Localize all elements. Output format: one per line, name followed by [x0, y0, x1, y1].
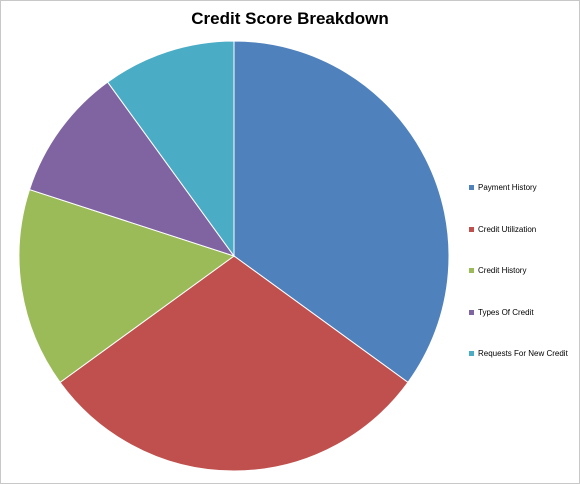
legend-swatch-credit-utilization [469, 226, 474, 232]
legend-label-requests-for-new-credit: Requests For New Credit [478, 349, 568, 359]
chart-legend: Payment History Credit Utilization Credi… [469, 167, 577, 375]
pie-slice-payment-history [233, 40, 450, 384]
legend-label-types-of-credit: Types Of Credit [478, 307, 534, 317]
legend-item-requests-for-new-credit: Requests For New Credit [469, 333, 577, 375]
pie-slice-credit-history [18, 188, 236, 384]
legend-swatch-payment-history [469, 185, 474, 191]
pie-slice-types-of-credit [28, 81, 236, 257]
pie-slice-requests-for-new-credit [106, 40, 235, 258]
legend-item-types-of-credit: Types Of Credit [469, 292, 577, 334]
legend-label-credit-history: Credit History [478, 266, 527, 276]
legend-swatch-credit-history [469, 268, 474, 274]
legend-item-credit-utilization: Credit Utilization [469, 209, 577, 251]
legend-item-credit-history: Credit History [469, 250, 577, 292]
legend-item-payment-history: Payment History [469, 167, 577, 209]
legend-label-payment-history: Payment History [478, 183, 537, 193]
pie-slice-credit-utilization [59, 255, 409, 472]
chart-title: Credit Score Breakdown [191, 9, 389, 28]
legend-label-credit-utilization: Credit Utilization [478, 224, 537, 234]
legend-swatch-requests-for-new-credit [469, 351, 474, 357]
legend-swatch-types-of-credit [469, 309, 474, 315]
